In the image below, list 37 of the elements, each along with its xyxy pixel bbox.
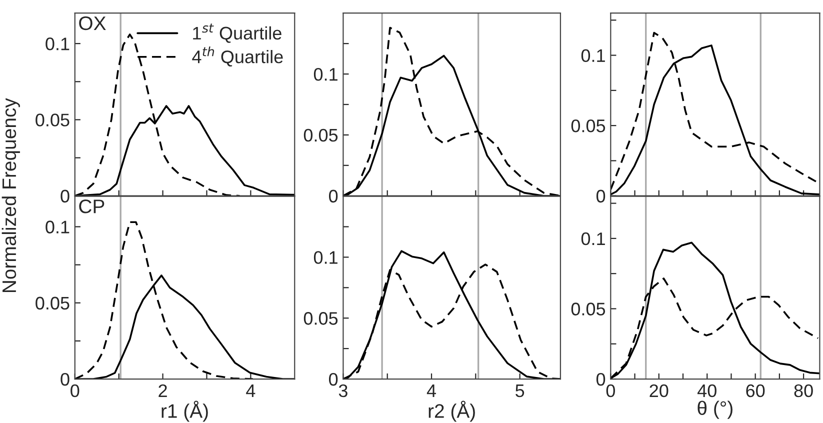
y-tick-label: 0.05	[36, 114, 70, 126]
y-tick-label: 0.05	[304, 128, 338, 142]
x-axis-title: r1 (Å)	[162, 400, 208, 422]
y-tick-label: 0.05	[571, 302, 606, 316]
y-tick-label: 0.1	[46, 38, 70, 50]
legend-label: 1$^{st}$ Quartile	[193, 24, 282, 43]
x-tick-label: 40	[697, 384, 716, 398]
y-tick-label: 0	[328, 372, 338, 386]
x-tick-label: 4	[246, 384, 256, 397]
x-tick-label: 0	[70, 384, 80, 398]
y-tick-label: 0.1	[581, 49, 605, 62]
x-tick-label: 0	[606, 384, 615, 398]
y-tick-label: 0.1	[581, 232, 605, 246]
x-tick-label: 2	[158, 384, 167, 397]
x-tick-label: 5	[516, 384, 524, 398]
y-tick-label: 0	[596, 372, 606, 386]
chart-title: OX	[79, 16, 106, 30]
y-tick-label: 0	[60, 372, 70, 386]
y-tick-label: 0.1	[314, 251, 338, 264]
x-axis-title: θ (°)	[698, 400, 732, 419]
y-tick-label: 0	[328, 190, 338, 203]
y-tick-label: 0.1	[46, 220, 70, 234]
chart-title: CP	[79, 200, 104, 214]
legend-label: 4$^{th}$ Quartile	[192, 46, 283, 66]
x-tick-label: 60	[746, 384, 765, 398]
y-tick-label: 0.05	[304, 312, 338, 325]
x-tick-label: 20	[650, 384, 668, 398]
y-tick-label: 0	[60, 190, 70, 203]
y-tick-label: 0.05	[36, 296, 70, 310]
x-tick-label: 4	[426, 384, 436, 397]
x-axis-title: r2 (Å)	[428, 400, 475, 422]
y-tick-label: 0.1	[314, 68, 338, 81]
y-tick-label: 0.05	[571, 120, 606, 132]
y-tick-label: 0	[596, 190, 606, 203]
x-tick-label: 3	[338, 384, 348, 398]
x-tick-label: 80	[794, 384, 813, 398]
y-axis-title: Normalized Frequency	[2, 98, 20, 292]
